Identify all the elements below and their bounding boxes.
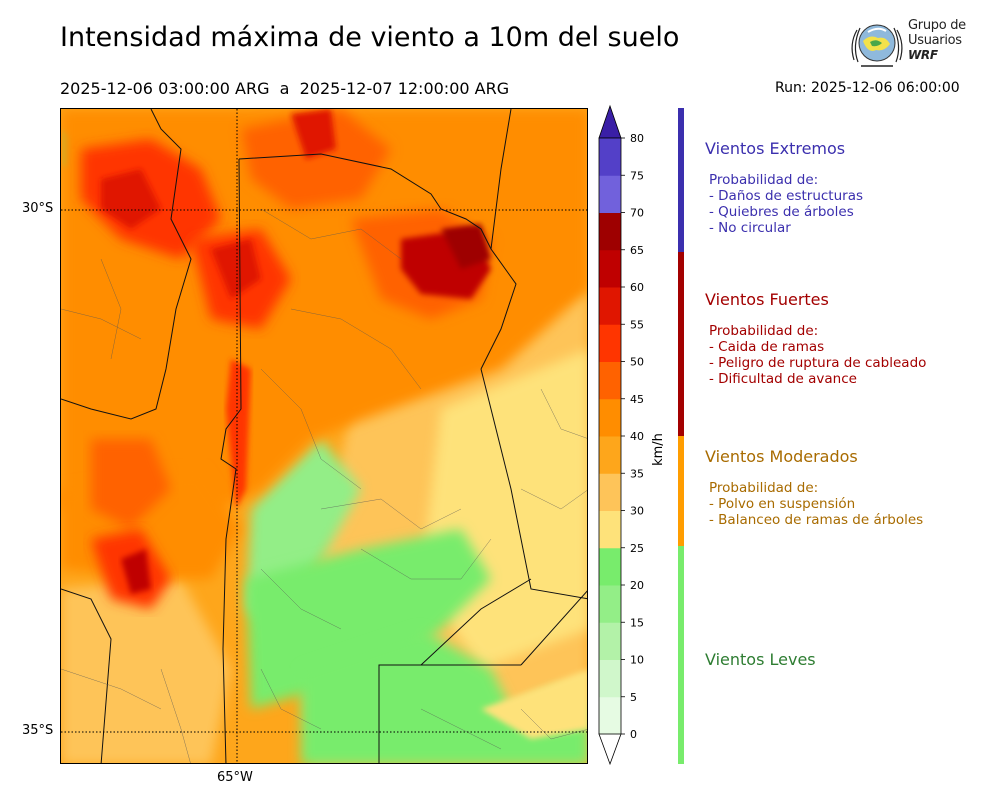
category-item: - Caida de ramas (709, 339, 825, 355)
graticule (61, 109, 587, 763)
wind-fields (61, 109, 587, 763)
category-bar-moderados (678, 436, 684, 546)
category-title: Vientos Leves (705, 650, 816, 669)
colorbar-swatch (599, 175, 621, 213)
colorbar-swatch (599, 547, 621, 586)
colorbar-tick-label: 75 (630, 169, 644, 182)
category-title: Vientos Extremos (705, 139, 846, 158)
category-item: - Peligro de ruptura de cableado (709, 355, 927, 371)
colorbar-tick-label: 50 (630, 356, 644, 369)
colorbar-swatch (599, 212, 621, 251)
colorbar-swatch (599, 361, 621, 400)
colorbar-unit: km/h (650, 433, 666, 466)
category-moderados: Vientos Moderados Probabilidad de: - Pol… (705, 447, 923, 528)
colorbar-tick-label: 15 (630, 616, 644, 629)
run-timestamp: Run: 2025-12-06 06:00:00 (775, 80, 960, 96)
colorbar-extend-min (598, 733, 622, 766)
wind-map (60, 108, 588, 764)
colorbar-tick-label: 55 (630, 318, 644, 331)
colorbar-tick-label: 80 (630, 132, 644, 145)
lat-label-35s: 35°S (22, 723, 54, 738)
colorbar-swatch (599, 622, 621, 660)
category-item: - Quiebres de árboles (709, 204, 854, 220)
globe-logo-icon (851, 24, 903, 67)
colorbar-swatch (599, 473, 621, 511)
category-bar-fuertes (678, 252, 684, 436)
category-description: Probabilidad de: - Caida de ramas - Peli… (705, 323, 926, 387)
category-description: Probabilidad de: - Polvo en suspensión -… (705, 480, 923, 528)
colorbar-swatch (599, 398, 621, 437)
colorbar-tick-label: 5 (630, 691, 637, 704)
colorbar: 0 5 10 15 20 25 30 35 40 45 50 55 60 65 70 75 80 (598, 104, 644, 766)
category-title: Vientos Moderados (705, 447, 858, 466)
colorbar-swatch (599, 324, 621, 362)
colorbar-swatch (599, 249, 621, 288)
colorbar-swatch (599, 138, 621, 176)
colorbar-tick-label: 10 (630, 654, 644, 667)
category-description: Probabilidad de: - Daños de estructuras … (705, 172, 863, 236)
category-item: - Polvo en suspensión (709, 496, 856, 512)
category-fuertes: Vientos Fuertes Probabilidad de: - Caida… (705, 290, 926, 387)
colorbar-tick-label: 0 (630, 728, 637, 741)
category-intro: Probabilidad de: (709, 323, 819, 339)
date-range: 2025-12-06 03:00:00 ARG a 2025-12-07 12:… (60, 79, 510, 98)
category-item: - Balanceo de ramas de árboles (709, 512, 924, 528)
category-bar-leves (678, 546, 684, 764)
colorbar-tick-label: 60 (630, 281, 644, 294)
category-title: Vientos Fuertes (705, 290, 829, 309)
category-bar-extremos (678, 108, 684, 252)
colorbar-tick-label: 35 (630, 467, 644, 480)
colorbar-tick-label: 25 (630, 542, 644, 555)
colorbar-swatch (599, 585, 621, 623)
logo-text: Grupo de Usuarios WRF (908, 18, 966, 63)
colorbar-swatch (599, 510, 621, 549)
category-extremos: Vientos Extremos Probabilidad de: - Daño… (705, 139, 863, 236)
province-borders (61, 109, 587, 763)
colorbar-tick-label: 20 (630, 579, 644, 592)
colorbar-tick-label: 30 (630, 505, 644, 518)
colorbar-extend-max (598, 104, 622, 139)
page-title: Intensidad máxima de viento a 10m del su… (60, 22, 680, 53)
colorbar-tick-label: 40 (630, 430, 644, 443)
category-item: - Daños de estructuras (709, 188, 864, 204)
lon-label-65w: 65°W (217, 770, 253, 785)
colorbar-swatch (599, 659, 621, 698)
category-item: - Dificultad de avance (709, 371, 857, 387)
logo-line-2: Usuarios (908, 33, 962, 48)
colorbar-tick-label: 45 (630, 393, 644, 406)
logo-line-3: WRF (908, 48, 938, 62)
colorbar-swatch (599, 696, 621, 735)
colorbar-swatch (599, 287, 621, 325)
logo-line-1: Grupo de (908, 18, 966, 33)
colorbar-tick-label: 65 (630, 244, 644, 257)
wind-map-canvas (61, 109, 587, 763)
category-intro: Probabilidad de: (709, 172, 819, 188)
category-item: - No circular (709, 220, 791, 236)
lat-label-30s: 30°S (22, 201, 54, 216)
colorbar-swatch (599, 436, 621, 474)
colorbar-tick-label: 70 (630, 207, 644, 220)
category-intro: Probabilidad de: (709, 480, 819, 496)
grupo-usuarios-wrf-logo: Grupo de Usuarios WRF (848, 16, 973, 72)
category-leves: Vientos Leves (705, 650, 816, 669)
department-borders (61, 208, 587, 763)
